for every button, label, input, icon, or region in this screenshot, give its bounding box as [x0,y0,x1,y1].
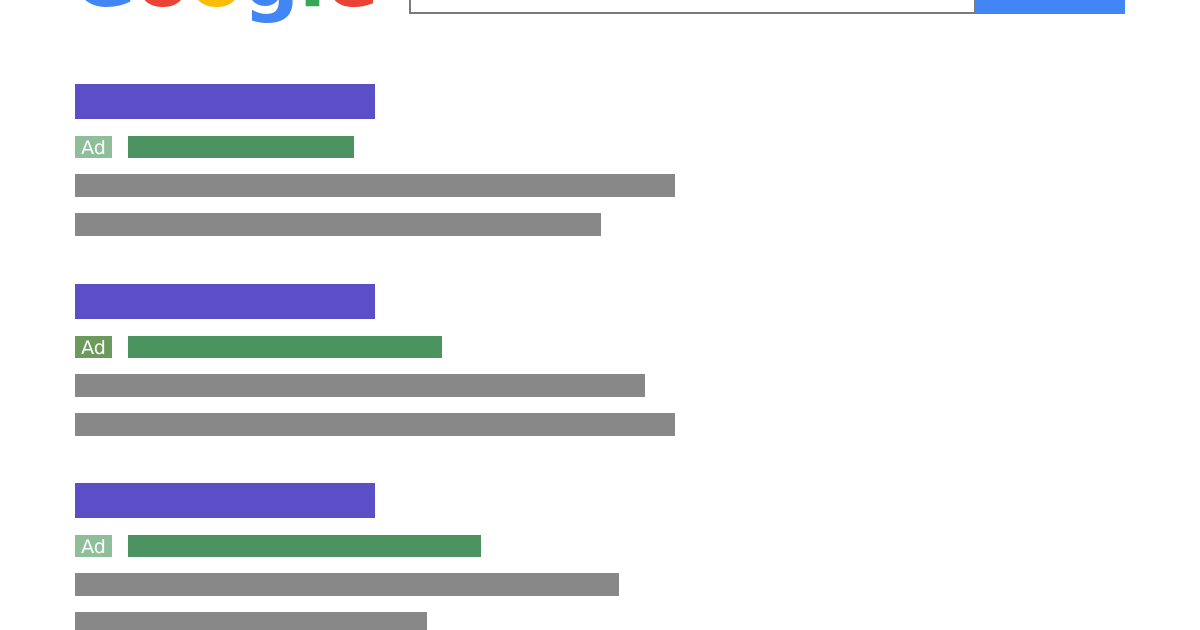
result-snippet [75,374,645,397]
result-url [128,136,354,158]
search-button[interactable] [975,0,1125,14]
result-url [128,535,481,557]
result: Ad [75,84,675,236]
ad-label: Ad [81,337,106,359]
search-box[interactable] [409,0,976,14]
result-url [128,336,442,358]
result: Ad [75,483,619,630]
ad-badge [75,336,112,358]
ad-badge [75,136,112,158]
result-snippet [75,413,675,436]
ad-badge [75,535,112,557]
result-snippet [75,213,601,236]
result-title[interactable] [75,84,375,119]
result-snippet [75,612,427,630]
result-title[interactable] [75,284,375,319]
result-title[interactable] [75,483,375,518]
result-snippet [75,573,619,596]
ad-label: Ad [81,137,106,159]
logo[interactable]: Google [72,0,379,25]
result: Ad [75,284,675,436]
ad-label: Ad [81,536,106,558]
result-snippet [75,174,675,197]
